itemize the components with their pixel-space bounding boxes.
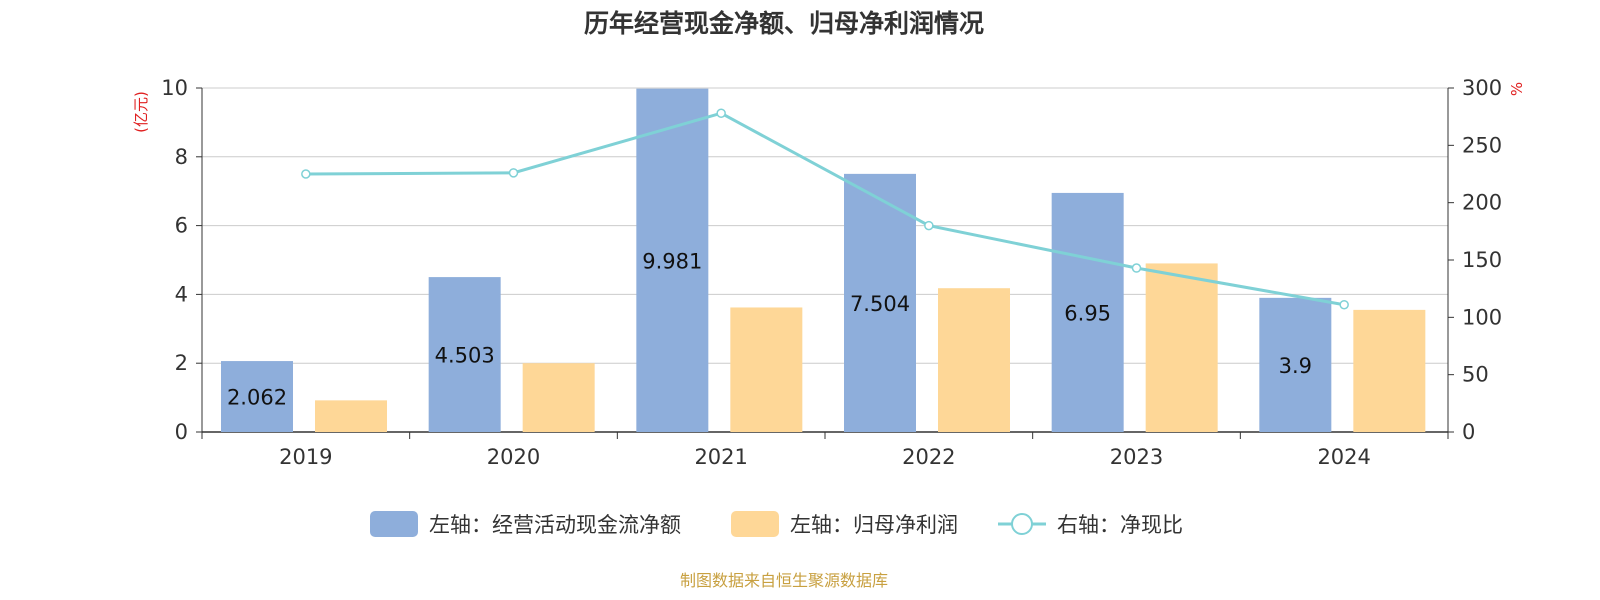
left-tick-label: 0 — [175, 420, 188, 444]
x-tick-label: 2020 — [487, 445, 540, 469]
source-note: 制图数据来自恒生聚源数据库 — [680, 571, 888, 590]
net-profit-bar — [730, 307, 803, 432]
cash-flow-bar — [636, 88, 709, 433]
grid — [202, 87, 1448, 364]
right-tick-label: 50 — [1462, 363, 1489, 387]
x-tick-label: 2024 — [1317, 445, 1370, 469]
legend-swatch-net-profit — [731, 511, 779, 537]
right-axis-unit: % — [1508, 82, 1526, 96]
cash-flow-bar — [1259, 297, 1332, 432]
cash-flow-bar-label: 6.95 — [1064, 301, 1111, 325]
cash-flow-bar-label: 3.9 — [1279, 354, 1312, 378]
legend-swatch-cash-flow — [370, 511, 418, 537]
legend-label-ratio: 右轴：净现比 — [1057, 513, 1183, 537]
bars — [221, 88, 1426, 433]
cash-flow-bar — [221, 361, 293, 432]
right-tick-label: 250 — [1462, 133, 1502, 157]
ratio-point — [1131, 263, 1142, 273]
left-tick-label: 2 — [175, 351, 188, 375]
chart-title: 历年经营现金净额、归母净利润情况 — [584, 9, 984, 38]
cash-flow-bar — [1051, 192, 1124, 432]
net-profit-bar — [1145, 263, 1218, 432]
cash-flow-bar — [844, 173, 916, 432]
cash-flow-bar-label: 4.503 — [435, 344, 495, 368]
ratio-point — [716, 108, 726, 118]
right-tick-label: 100 — [1462, 305, 1502, 329]
left-tick-label: 4 — [175, 282, 188, 306]
net-profit-bar — [1353, 309, 1426, 432]
left-axis-unit: (亿元) — [132, 91, 150, 133]
ratio-line — [305, 111, 1345, 307]
ratio-point — [924, 220, 934, 231]
cash-flow-bar-label: 9.981 — [642, 249, 702, 273]
net-profit-bar — [522, 363, 595, 432]
left-tick-label: 6 — [175, 214, 188, 238]
ratio-point — [508, 168, 519, 178]
left-tick-label: 8 — [175, 145, 188, 169]
right-tick-label: 300 — [1462, 76, 1502, 100]
legend-label-net-profit: 左轴：归母净利润 — [790, 513, 958, 537]
net-profit-bar — [938, 288, 1010, 432]
cash-flow-bar — [428, 277, 501, 432]
ratio-point — [1339, 299, 1349, 310]
left-tick-label: 10 — [161, 76, 188, 100]
x-tick-label: 2021 — [694, 445, 747, 469]
line-series — [301, 108, 1349, 310]
x-tick-label: 2022 — [902, 445, 955, 469]
data-labels: 2.062 4.503 9.981 7.504 6.95 3.9 — [227, 249, 1312, 409]
right-tick-label: 150 — [1462, 248, 1502, 272]
ratio-point — [301, 169, 311, 179]
right-tick-label: 0 — [1462, 420, 1475, 444]
cash-flow-bar-label: 7.504 — [850, 292, 910, 316]
right-tick-label: 200 — [1462, 191, 1502, 215]
cash-flow-bar-label: 2.062 — [227, 386, 287, 410]
x-tick-label: 2019 — [279, 445, 332, 469]
x-tick-label: 2023 — [1110, 445, 1163, 469]
net-profit-bar — [315, 400, 387, 432]
legend-swatch-ratio-marker — [1011, 513, 1033, 535]
legend-label-cash-flow: 左轴：经营活动现金流净额 — [429, 513, 681, 537]
legend: 左轴：经营活动现金流净额 左轴：归母净利润 右轴：净现比 — [370, 511, 1183, 537]
